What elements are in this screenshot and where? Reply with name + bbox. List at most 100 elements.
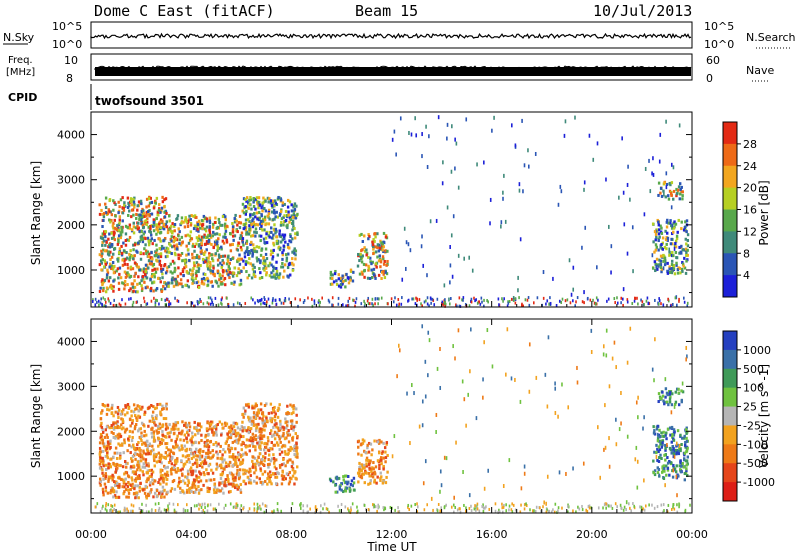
data-cell	[605, 506, 607, 510]
data-cell	[104, 485, 108, 489]
data-cell	[291, 438, 294, 442]
data-cell	[110, 430, 113, 434]
data-cell	[292, 225, 295, 229]
date-label: 10/Jul/2013	[593, 2, 692, 20]
data-cell	[160, 269, 163, 273]
data-cell	[407, 503, 410, 507]
data-cell	[390, 297, 393, 301]
colorbar-tick-label: -1000	[743, 476, 775, 489]
data-cell	[165, 220, 169, 224]
data-cell	[200, 488, 203, 492]
data-cell	[290, 214, 293, 218]
data-cell	[131, 256, 135, 260]
data-cell	[209, 478, 213, 482]
data-cell	[195, 478, 198, 482]
velocity-colorbar-label: Velocity [m s^-1]	[757, 364, 771, 468]
data-cell	[436, 366, 439, 371]
data-cell	[252, 198, 256, 202]
data-cell	[238, 214, 242, 218]
data-cell	[247, 273, 251, 277]
data-cell	[169, 270, 172, 274]
data-cell	[218, 502, 220, 506]
data-cell	[101, 449, 105, 453]
data-cell	[260, 507, 262, 511]
data-cell	[665, 220, 669, 224]
data-cell	[131, 421, 134, 425]
data-cell	[207, 240, 210, 244]
data-cell	[184, 262, 187, 266]
data-cell	[150, 474, 153, 478]
data-cell	[156, 402, 159, 406]
data-cell	[133, 274, 136, 278]
data-cell	[288, 239, 291, 243]
data-cell	[186, 219, 190, 223]
data-cell	[171, 281, 174, 285]
data-cell	[167, 460, 171, 464]
data-cell	[287, 482, 291, 486]
data-cell	[192, 266, 195, 270]
data-cell	[122, 208, 126, 212]
data-cell	[260, 430, 263, 434]
data-cell	[273, 437, 277, 441]
data-cell	[142, 451, 145, 455]
data-cell	[322, 507, 324, 511]
data-cell	[386, 470, 389, 474]
data-cell	[483, 304, 485, 308]
data-cell	[341, 274, 344, 278]
data-cell	[150, 299, 153, 303]
data-cell	[131, 430, 134, 434]
data-cell	[654, 238, 657, 242]
data-cell	[234, 447, 237, 451]
data-cell	[114, 425, 117, 429]
data-cell	[440, 483, 443, 488]
data-cell	[197, 431, 200, 435]
data-cell	[127, 495, 130, 499]
data-cell	[175, 238, 179, 242]
data-cell	[215, 444, 219, 448]
data-cell	[146, 302, 149, 306]
data-cell	[374, 276, 377, 280]
data-cell	[281, 238, 284, 242]
data-cell	[100, 425, 104, 429]
data-cell	[554, 381, 556, 386]
data-cell	[172, 479, 176, 483]
data-cell	[542, 270, 545, 275]
data-cell	[418, 424, 421, 429]
data-cell	[189, 438, 192, 442]
data-cell	[103, 482, 107, 486]
data-cell	[386, 453, 389, 457]
data-cell	[376, 297, 379, 301]
data-cell	[278, 234, 282, 238]
data-cell	[363, 299, 365, 303]
data-cell	[129, 483, 133, 487]
data-cell	[426, 296, 429, 300]
data-cell	[321, 296, 323, 300]
data-cell	[367, 471, 371, 475]
data-cell	[284, 464, 287, 468]
data-cell	[163, 495, 166, 499]
data-cell	[676, 271, 680, 275]
data-cell	[101, 441, 105, 445]
data-cell	[255, 245, 259, 249]
data-cell	[187, 453, 191, 457]
data-cell	[208, 427, 211, 431]
data-cell	[401, 277, 404, 282]
data-cell	[450, 169, 453, 174]
data-cell	[252, 273, 255, 277]
data-cell	[145, 510, 148, 514]
data-cell	[583, 290, 585, 295]
data-cell	[512, 298, 515, 302]
data-cell	[523, 163, 526, 168]
data-cell	[374, 245, 377, 249]
data-cell	[411, 297, 413, 301]
data-cell	[271, 205, 274, 209]
data-cell	[212, 488, 216, 492]
nsearch-tick-low: 10^0	[704, 38, 734, 51]
data-cell	[262, 206, 266, 210]
data-cell	[140, 234, 143, 238]
data-cell	[130, 203, 134, 207]
data-cell	[667, 197, 671, 201]
data-cell	[270, 482, 273, 486]
data-cell	[534, 151, 537, 156]
data-cell	[98, 466, 102, 470]
